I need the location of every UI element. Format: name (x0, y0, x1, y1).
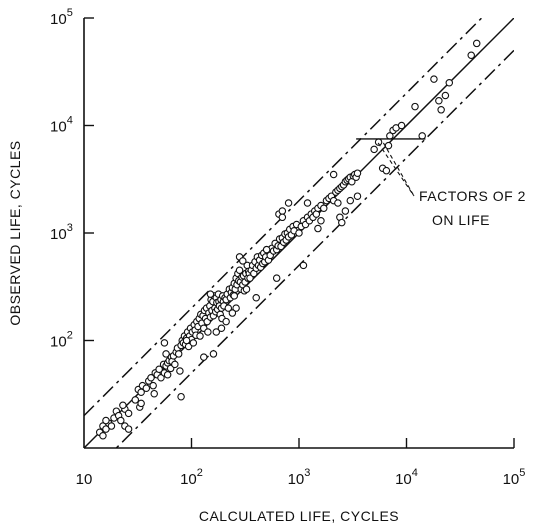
data-point (99, 432, 107, 440)
data-point (119, 401, 127, 409)
data-point (382, 166, 391, 175)
data-point (239, 257, 247, 265)
data-point (467, 51, 475, 60)
data-point (182, 336, 191, 345)
data-point (437, 106, 445, 114)
data-point (370, 145, 378, 154)
x-tick-label: 104 (395, 467, 418, 488)
data-point (177, 392, 185, 401)
data-point (163, 371, 172, 379)
x-axis-title: CALCULATED LIFE, CYCLES (199, 508, 399, 524)
data-point (124, 409, 133, 418)
data-point (334, 199, 342, 207)
data-point (353, 169, 362, 177)
data-point (131, 396, 140, 404)
y-tick-label: 102 (50, 330, 73, 351)
annotation-leader (377, 142, 415, 197)
data-point (430, 75, 438, 83)
data-point (212, 328, 221, 336)
annotation-leader (382, 142, 415, 197)
data-point (102, 416, 110, 425)
data-point (137, 399, 145, 408)
reference-lines (84, 18, 514, 448)
data-point (329, 170, 338, 179)
data-point (142, 384, 151, 392)
x-tick-label: 10 (76, 471, 93, 488)
data-point (124, 425, 133, 433)
data-point (228, 309, 237, 317)
data-point (441, 91, 450, 100)
data-point (150, 389, 158, 398)
data-point (341, 207, 350, 215)
data-point (320, 204, 328, 212)
x-tick-labels: 10 102 103 104 105 (76, 467, 526, 488)
data-point (242, 285, 251, 293)
data-point (217, 324, 226, 333)
factor-annotation (356, 138, 426, 197)
y-axis-title: OBSERVED LIFE, CYCLES (7, 140, 23, 325)
x-tick-label: 105 (503, 467, 526, 488)
data-point (299, 261, 308, 270)
y-tick-label: 103 (50, 222, 73, 243)
data-points (95, 39, 481, 440)
data-point (176, 367, 184, 375)
y-tick-label: 105 (50, 7, 73, 28)
data-point (472, 39, 481, 48)
data-point (162, 350, 170, 358)
data-point (252, 293, 260, 302)
data-point (171, 360, 179, 369)
data-point (278, 207, 287, 215)
data-point (204, 328, 212, 336)
data-point (224, 304, 233, 312)
y-tick-label: 104 (50, 115, 73, 136)
data-point (174, 350, 183, 358)
data-point (160, 339, 169, 347)
data-point (209, 350, 218, 358)
data-point (230, 292, 239, 300)
data-point (155, 365, 163, 374)
data-point (149, 381, 157, 390)
data-point (222, 317, 230, 326)
annotation-line1: FACTORS OF 2 (419, 188, 526, 204)
data-point (147, 374, 155, 382)
data-point (235, 266, 244, 275)
x-tick-label: 103 (288, 467, 311, 488)
data-point (317, 217, 325, 225)
x-tick-label: 102 (180, 467, 203, 488)
data-point (246, 274, 254, 282)
data-point (189, 339, 198, 347)
data-point (206, 290, 215, 298)
data-point (353, 192, 362, 200)
data-point (272, 274, 281, 282)
factor-of-2-line (115, 49, 514, 448)
data-point (196, 332, 204, 340)
tick-marks (84, 17, 515, 448)
factor-of-2-line (84, 18, 483, 417)
data-point (295, 229, 303, 237)
data-point (303, 199, 312, 207)
data-point (435, 96, 443, 105)
data-point (117, 416, 125, 425)
data-point (346, 196, 355, 205)
data-point (102, 425, 110, 433)
data-point (384, 141, 393, 150)
data-point (338, 218, 346, 227)
data-point (278, 213, 287, 222)
annotation-line2: ON LIFE (432, 212, 490, 228)
data-point (199, 353, 208, 361)
data-point (107, 422, 116, 430)
data-point (262, 245, 271, 254)
data-point (284, 199, 293, 207)
data-point (232, 304, 240, 312)
data-point (157, 374, 165, 382)
y-tick-labels: 102 103 104 105 (50, 7, 73, 351)
data-point (411, 102, 419, 111)
data-point (418, 132, 426, 140)
data-point (314, 224, 322, 233)
data-point (445, 78, 454, 87)
data-point (397, 121, 406, 130)
